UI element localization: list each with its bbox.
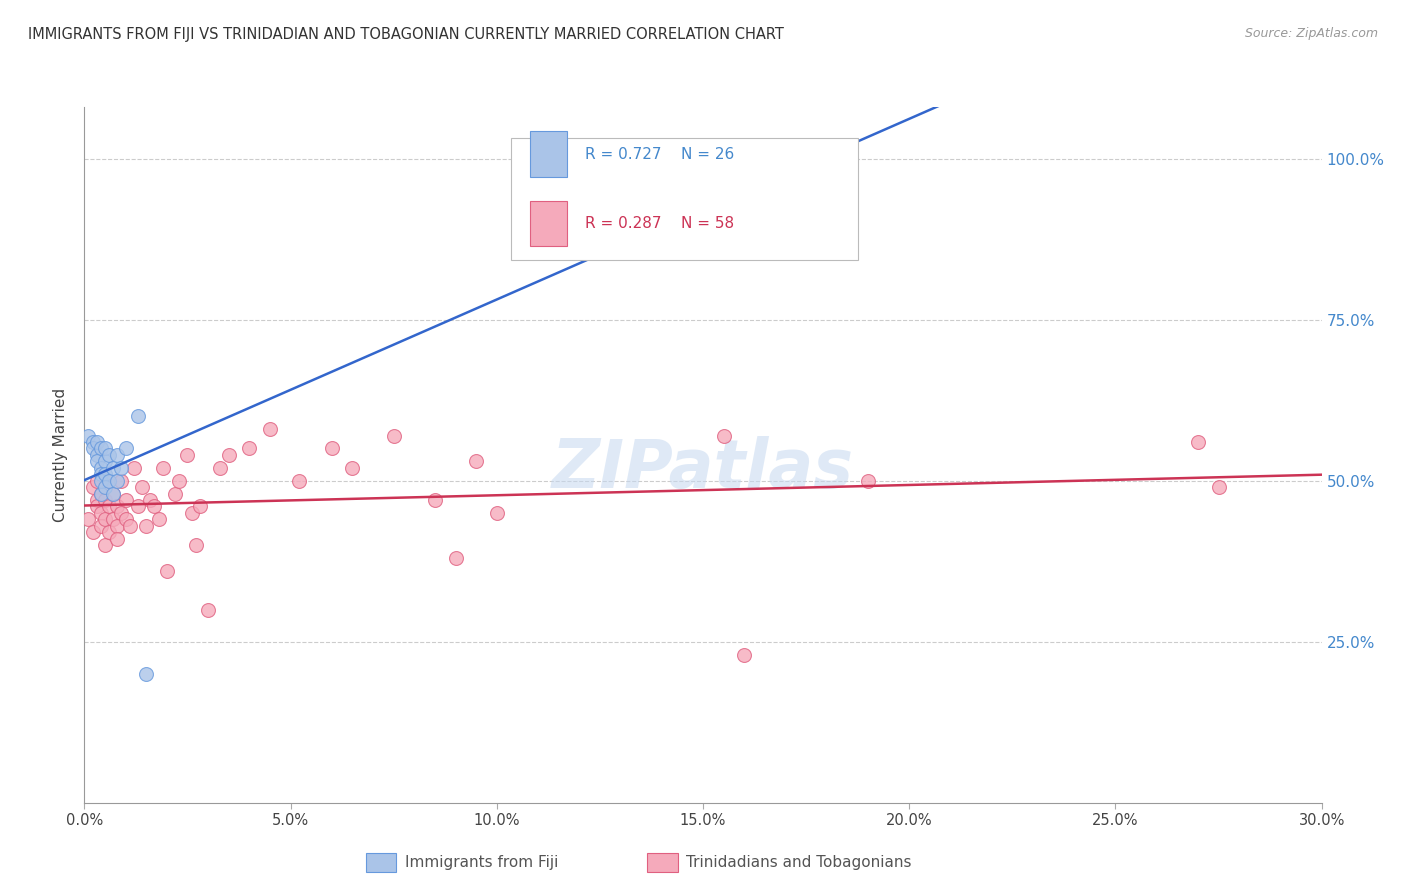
Point xyxy=(288,474,311,488)
Point xyxy=(775,152,797,166)
Point xyxy=(238,442,260,456)
Point xyxy=(77,512,100,526)
FancyBboxPatch shape xyxy=(512,138,858,260)
Point xyxy=(110,474,132,488)
Point xyxy=(114,512,136,526)
Point xyxy=(105,532,128,546)
Point xyxy=(94,442,117,456)
Point xyxy=(218,448,240,462)
Point xyxy=(444,551,467,566)
Point xyxy=(856,474,879,488)
Point xyxy=(77,428,100,442)
Point xyxy=(98,474,121,488)
Point xyxy=(98,500,121,514)
Point xyxy=(176,448,198,462)
Point xyxy=(110,506,132,520)
Point xyxy=(105,518,128,533)
Point xyxy=(86,500,108,514)
Text: Immigrants from Fiji: Immigrants from Fiji xyxy=(405,855,558,870)
Point xyxy=(209,460,232,475)
Point xyxy=(90,518,112,533)
Point xyxy=(139,493,162,508)
Point xyxy=(90,460,112,475)
Point xyxy=(90,467,112,482)
Point xyxy=(259,422,281,436)
Point xyxy=(465,454,488,468)
Point xyxy=(94,480,117,494)
Point xyxy=(114,442,136,456)
Point xyxy=(94,493,117,508)
Point xyxy=(110,460,132,475)
Point xyxy=(180,506,202,520)
Point xyxy=(86,474,108,488)
Point xyxy=(90,486,112,500)
Point xyxy=(86,435,108,450)
Point xyxy=(94,467,117,482)
Point xyxy=(90,486,112,500)
Text: R = 0.287    N = 58: R = 0.287 N = 58 xyxy=(585,216,734,231)
Point xyxy=(86,493,108,508)
Point xyxy=(122,460,145,475)
Point xyxy=(188,500,211,514)
Point xyxy=(167,474,190,488)
Point xyxy=(103,512,125,526)
Point xyxy=(135,667,157,681)
Point xyxy=(135,518,157,533)
Point xyxy=(156,564,179,578)
Point xyxy=(143,500,166,514)
Point xyxy=(105,448,128,462)
Text: R = 0.727    N = 26: R = 0.727 N = 26 xyxy=(585,146,735,161)
Point xyxy=(148,512,170,526)
Text: IMMIGRANTS FROM FIJI VS TRINIDADIAN AND TOBAGONIAN CURRENTLY MARRIED CORRELATION: IMMIGRANTS FROM FIJI VS TRINIDADIAN AND … xyxy=(28,27,785,42)
Point xyxy=(82,442,104,456)
Point xyxy=(86,448,108,462)
Point xyxy=(98,448,121,462)
Point xyxy=(103,486,125,500)
Bar xyxy=(530,201,567,246)
Point xyxy=(103,486,125,500)
Point xyxy=(90,506,112,520)
Y-axis label: Currently Married: Currently Married xyxy=(53,388,69,522)
Point xyxy=(98,474,121,488)
Point xyxy=(94,538,117,552)
Point xyxy=(485,506,508,520)
Bar xyxy=(530,131,567,177)
Point xyxy=(342,460,364,475)
Point xyxy=(382,428,405,442)
Point xyxy=(118,518,141,533)
Point xyxy=(131,480,153,494)
Point xyxy=(105,500,128,514)
Point xyxy=(105,474,128,488)
Point xyxy=(90,474,112,488)
Point xyxy=(152,460,174,475)
Point xyxy=(165,486,187,500)
Point xyxy=(90,442,112,456)
Point xyxy=(86,454,108,468)
Point xyxy=(127,500,149,514)
Point xyxy=(713,428,735,442)
Point xyxy=(103,460,125,475)
Point xyxy=(1187,435,1209,450)
Point xyxy=(184,538,207,552)
Point xyxy=(82,480,104,494)
Text: Source: ZipAtlas.com: Source: ZipAtlas.com xyxy=(1244,27,1378,40)
Point xyxy=(423,493,446,508)
Point xyxy=(82,525,104,540)
Point xyxy=(197,602,219,616)
Point xyxy=(114,493,136,508)
Point xyxy=(127,409,149,424)
Text: ZIPatlas: ZIPatlas xyxy=(553,436,853,502)
Point xyxy=(94,512,117,526)
Point xyxy=(94,454,117,468)
Point xyxy=(82,435,104,450)
Point xyxy=(1208,480,1230,494)
Point xyxy=(733,648,755,662)
Point xyxy=(321,442,343,456)
Text: Trinidadians and Tobagonians: Trinidadians and Tobagonians xyxy=(686,855,911,870)
Point xyxy=(98,525,121,540)
